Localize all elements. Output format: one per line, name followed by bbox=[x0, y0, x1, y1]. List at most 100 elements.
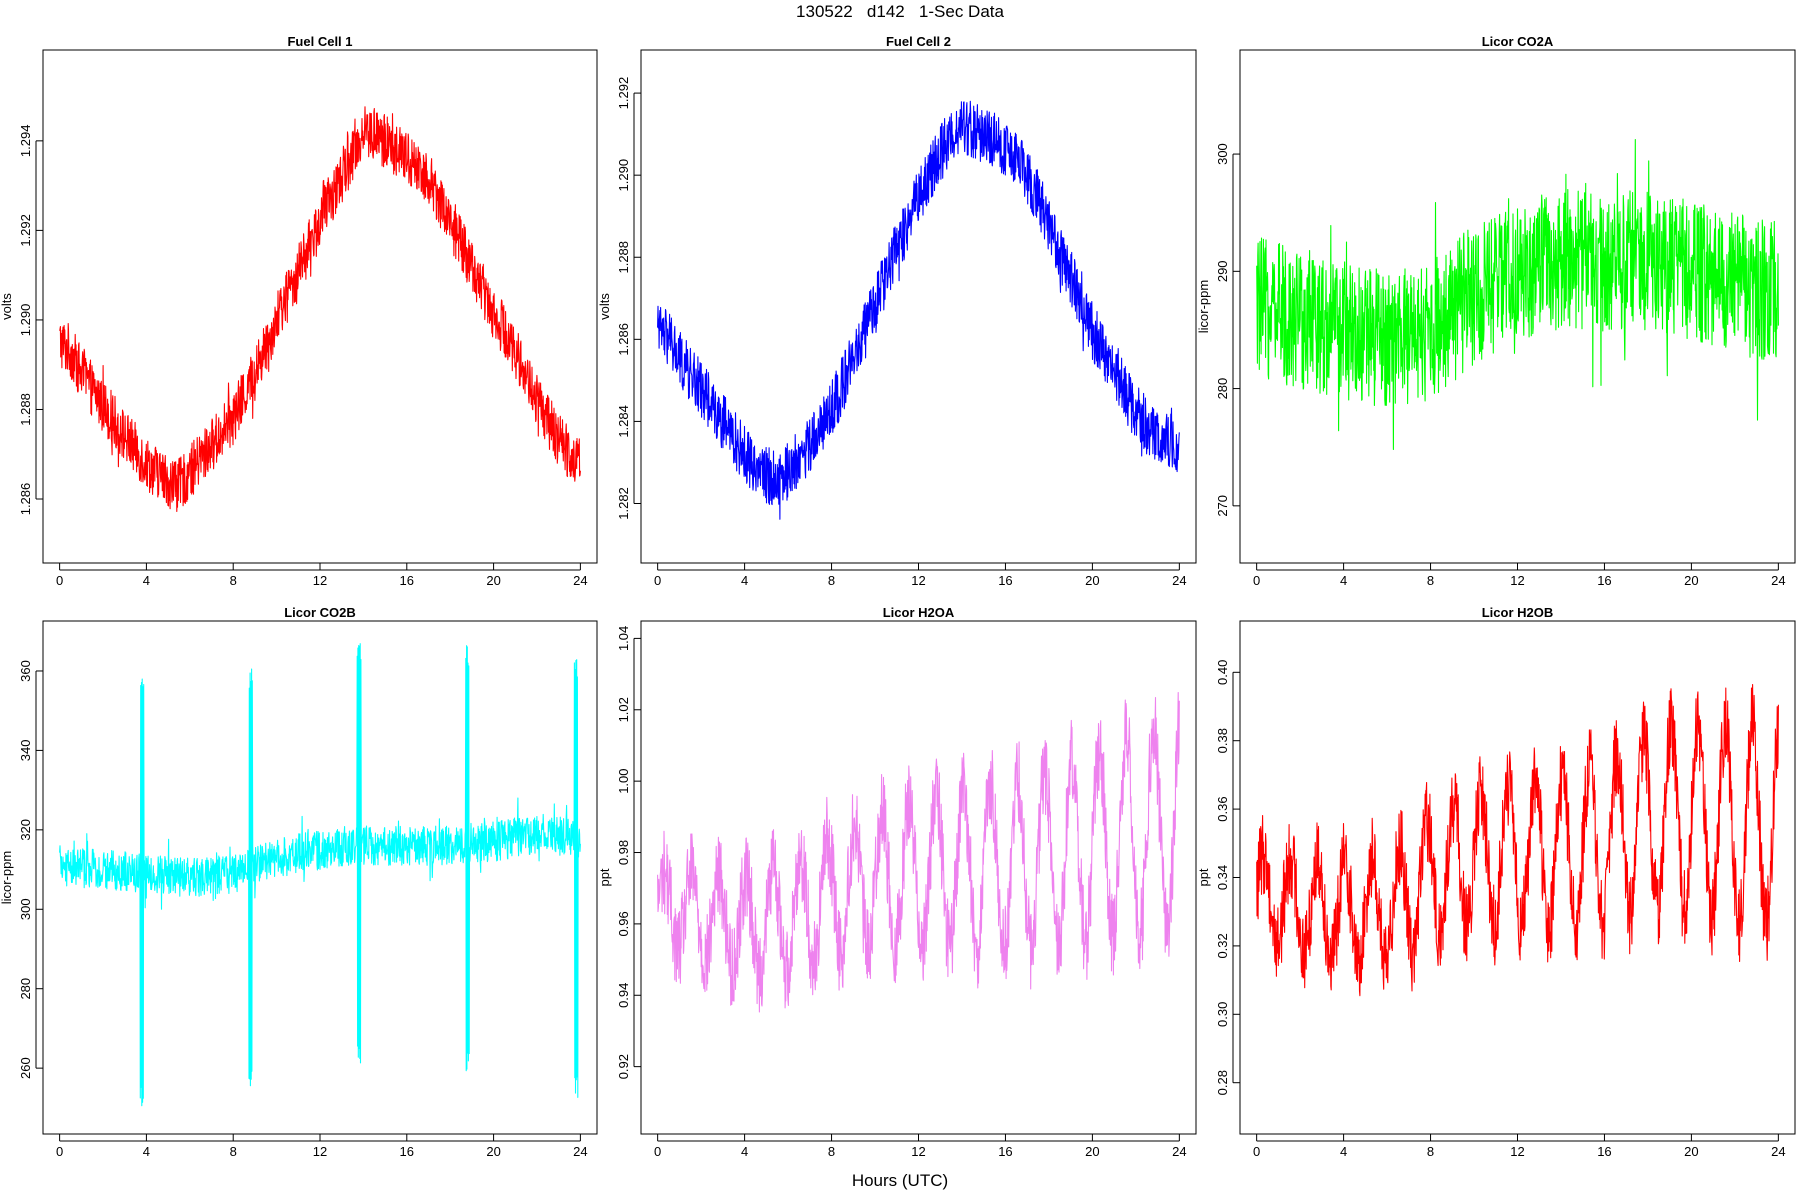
y-tick-label: 1.286 bbox=[18, 483, 33, 516]
series-line-fuel-cell-1 bbox=[59, 106, 581, 513]
y-tick-label: 0.40 bbox=[1215, 660, 1230, 685]
x-tick-label: 24 bbox=[1172, 573, 1186, 588]
y-tick-label: 280 bbox=[18, 978, 33, 1000]
series-line-licor-co2a bbox=[1256, 139, 1779, 451]
x-tick-label: 16 bbox=[1597, 573, 1611, 588]
x-tick-label: 0 bbox=[654, 1144, 661, 1159]
plot-frame bbox=[640, 620, 1197, 1135]
series-line-licor-co2b bbox=[59, 643, 581, 1107]
x-tick-label: 16 bbox=[400, 1144, 414, 1159]
y-tick-label: 360 bbox=[18, 660, 33, 682]
panel-fuel-cell-1: Fuel Cell 1 volts 0 4 8 12 16 20 24 1.286 1.288 1.2… bbox=[0, 34, 598, 588]
x-tick-label: 16 bbox=[998, 573, 1012, 588]
y-tick-label: 0.30 bbox=[1215, 1002, 1230, 1027]
x-tick-label: 0 bbox=[56, 1144, 63, 1159]
y-tick-label: 1.282 bbox=[616, 487, 631, 520]
x-tick-label: 4 bbox=[143, 573, 150, 588]
x-tick-label: 24 bbox=[1771, 573, 1785, 588]
x-tick-label: 24 bbox=[573, 1144, 587, 1159]
y-tick-label: 1.290 bbox=[18, 304, 33, 337]
y-tick-label: 340 bbox=[18, 740, 33, 762]
y-tick-label: 1.00 bbox=[616, 768, 631, 793]
panel-fuel-cell-2: Fuel Cell 2 volts 0 4 8 12 16 20 24 1.282 1.284 1.2… bbox=[597, 34, 1197, 588]
x-tick-label: 4 bbox=[143, 1144, 150, 1159]
y-axis-label: licor-ppm bbox=[0, 851, 14, 904]
y-tick-label: 1.02 bbox=[616, 697, 631, 722]
panel-licor-h2ob: Licor H2OB ppt 0 4 8 12 16 20 24 0.28 0.30 0.32 0.34… bbox=[1196, 605, 1796, 1159]
x-tick-label: 8 bbox=[1427, 1144, 1434, 1159]
x-tick-label: 20 bbox=[1085, 573, 1099, 588]
x-tick-label: 16 bbox=[1597, 1144, 1611, 1159]
y-tick-label: 0.94 bbox=[616, 983, 631, 1008]
y-tick-label: 270 bbox=[1215, 495, 1230, 517]
y-tick-label: 0.92 bbox=[616, 1054, 631, 1079]
x-tick-label: 12 bbox=[1510, 573, 1524, 588]
y-tick-label: 0.98 bbox=[616, 840, 631, 865]
y-tick-label: 1.288 bbox=[18, 393, 33, 426]
x-tick-label: 12 bbox=[911, 1144, 925, 1159]
panel-title: Fuel Cell 1 bbox=[287, 34, 352, 49]
x-tick-label: 4 bbox=[741, 573, 748, 588]
x-tick-label: 0 bbox=[56, 573, 63, 588]
x-axis-label-common: Hours (UTC) bbox=[851, 1171, 949, 1190]
series-line-fuel-cell-2 bbox=[657, 100, 1180, 520]
x-tick-label: 12 bbox=[313, 573, 327, 588]
y-tick-label: 1.292 bbox=[18, 214, 33, 247]
y-axis-label: licor-ppm bbox=[1196, 280, 1211, 333]
panel-title: Fuel Cell 2 bbox=[886, 34, 951, 49]
y-tick-label: 1.04 bbox=[616, 626, 631, 651]
y-tick-label: 1.284 bbox=[616, 405, 631, 438]
y-tick-label: 0.96 bbox=[616, 911, 631, 936]
series-line-licor-h2ob bbox=[1256, 684, 1779, 997]
panel-licor-h2oa: Licor H2OA ppt 0 4 8 12 16 20 24 0.92 0.94 0.96 0.98… bbox=[597, 605, 1197, 1159]
x-tick-label: 8 bbox=[828, 1144, 835, 1159]
x-tick-label: 24 bbox=[573, 573, 587, 588]
y-axis-label: ppt bbox=[1196, 868, 1211, 886]
y-tick-label: 0.28 bbox=[1215, 1070, 1230, 1095]
x-tick-label: 20 bbox=[1684, 1144, 1698, 1159]
y-tick-label: 0.36 bbox=[1215, 796, 1230, 821]
panel-title: Licor CO2A bbox=[1482, 34, 1554, 49]
y-tick-label: 0.32 bbox=[1215, 933, 1230, 958]
plot-frame bbox=[42, 49, 598, 564]
x-tick-label: 4 bbox=[1340, 1144, 1347, 1159]
y-axis-label: volts bbox=[597, 293, 612, 320]
x-tick-label: 0 bbox=[1253, 573, 1260, 588]
panel-licor-co2b: Licor CO2B licor-ppm 0 4 8 12 16 20 24 260 280 300 3… bbox=[0, 605, 598, 1159]
panel-licor-co2a: Licor CO2A licor-ppm 0 4 8 12 16 20 24 270 280 290 3… bbox=[1196, 34, 1796, 588]
x-tick-label: 0 bbox=[1253, 1144, 1260, 1159]
y-axis-label: ppt bbox=[597, 868, 612, 886]
x-tick-label: 20 bbox=[486, 573, 500, 588]
x-tick-label: 24 bbox=[1172, 1144, 1186, 1159]
plot-frame bbox=[1239, 620, 1796, 1135]
y-tick-label: 320 bbox=[18, 819, 33, 841]
y-tick-label: 1.294 bbox=[18, 125, 33, 158]
y-tick-label: 1.290 bbox=[616, 159, 631, 192]
y-tick-label: 290 bbox=[1215, 260, 1230, 282]
y-axis-label: volts bbox=[0, 293, 14, 320]
x-tick-label: 20 bbox=[1684, 573, 1698, 588]
plot-frame bbox=[640, 49, 1197, 564]
series-line-licor-h2oa bbox=[657, 691, 1180, 1013]
y-tick-label: 0.34 bbox=[1215, 865, 1230, 890]
panel-title: Licor H2OA bbox=[883, 605, 955, 620]
panel-title: Licor CO2B bbox=[284, 605, 356, 620]
y-tick-label: 300 bbox=[1215, 143, 1230, 165]
y-tick-label: 300 bbox=[18, 898, 33, 920]
x-tick-label: 8 bbox=[1427, 573, 1434, 588]
y-tick-label: 1.292 bbox=[616, 77, 631, 110]
x-tick-label: 16 bbox=[400, 573, 414, 588]
x-tick-label: 20 bbox=[486, 1144, 500, 1159]
y-tick-label: 0.38 bbox=[1215, 728, 1230, 753]
y-tick-label: 1.286 bbox=[616, 323, 631, 356]
x-tick-label: 12 bbox=[1510, 1144, 1524, 1159]
x-tick-label: 8 bbox=[230, 573, 237, 588]
x-tick-label: 12 bbox=[313, 1144, 327, 1159]
x-tick-label: 24 bbox=[1771, 1144, 1785, 1159]
x-tick-label: 4 bbox=[1340, 573, 1347, 588]
y-tick-label: 260 bbox=[18, 1057, 33, 1079]
panel-title: Licor H2OB bbox=[1482, 605, 1554, 620]
x-tick-label: 4 bbox=[741, 1144, 748, 1159]
x-tick-label: 20 bbox=[1085, 1144, 1099, 1159]
